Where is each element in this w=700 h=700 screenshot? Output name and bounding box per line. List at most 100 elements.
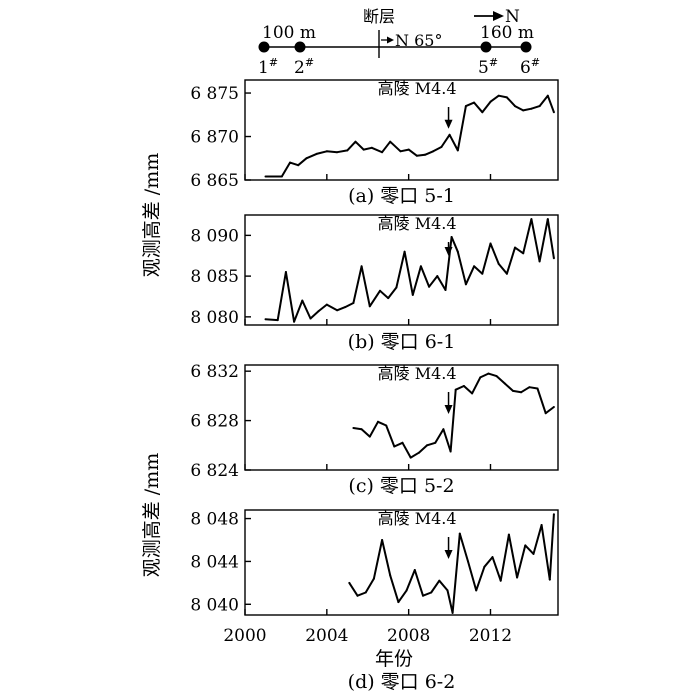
data-point <box>407 148 410 151</box>
fault-label: 断层 <box>363 7 395 26</box>
point-6-label: 6# <box>520 56 540 78</box>
data-point <box>348 581 351 584</box>
data-point <box>399 150 402 153</box>
data-point <box>512 389 514 392</box>
x-tick-label: 2000 <box>223 626 266 646</box>
data-point <box>370 146 373 149</box>
data-point <box>514 105 516 108</box>
data-point <box>444 289 447 291</box>
data-point <box>377 420 379 423</box>
data-point <box>524 544 527 547</box>
data-point <box>411 293 414 296</box>
x-axis-title: 年份 <box>375 648 413 670</box>
data-point <box>473 265 476 268</box>
data-point <box>552 406 555 408</box>
point-6-marker <box>520 41 532 53</box>
point-2-marker <box>294 41 306 53</box>
x-tick-label: 2004 <box>305 626 348 646</box>
point-1-marker <box>258 41 270 53</box>
panel-caption: (c) 零口 5-2 <box>348 475 454 497</box>
distance-left-label: 100 m <box>262 23 316 43</box>
data-point <box>438 579 441 582</box>
data-point <box>495 375 498 378</box>
y-tick-label: 8 085 <box>190 267 239 287</box>
data-point <box>430 591 433 594</box>
data-point <box>530 107 533 110</box>
data-point <box>522 109 525 112</box>
data-point <box>403 250 406 253</box>
data-point <box>505 272 508 275</box>
point-2-label: 2# <box>294 56 314 78</box>
data-point <box>451 611 454 614</box>
data-point <box>497 94 500 97</box>
data-point <box>507 533 510 536</box>
panel-b: 8 080 8 085 8 090 高陵 M4.4 (b) 零口 6-1 <box>190 214 559 353</box>
event-label: 高陵 M4.4 <box>378 79 457 98</box>
data-point <box>538 105 541 108</box>
panel-d-frame <box>244 509 559 616</box>
data-point <box>415 154 418 157</box>
data-point <box>450 236 453 238</box>
data-point <box>381 539 384 541</box>
panel-b-frame <box>244 214 559 326</box>
y-tick-label: 8 040 <box>190 595 239 615</box>
panel-c-frame <box>244 364 559 471</box>
y-tick-label: 6 875 <box>190 84 239 104</box>
data-point <box>458 532 461 535</box>
data-point <box>481 111 484 114</box>
data-point <box>497 262 500 265</box>
data-point <box>434 441 437 444</box>
point-1-label: 1# <box>258 56 278 78</box>
data-point <box>325 150 328 153</box>
series-line-d <box>348 514 555 614</box>
data-point <box>264 175 267 178</box>
event-label: 高陵 M4.4 <box>378 364 457 383</box>
data-point <box>362 148 365 151</box>
data-point <box>489 242 492 245</box>
data-point <box>536 387 539 390</box>
data-point <box>505 96 508 99</box>
series-line-b <box>265 218 555 323</box>
y-tick-label: 8 044 <box>190 552 239 572</box>
data-point <box>475 589 478 592</box>
data-point <box>336 151 339 154</box>
data-point <box>276 319 279 322</box>
y-axis-title-top: 观测高差 /mm <box>141 153 163 277</box>
data-point <box>432 150 435 153</box>
data-point <box>401 441 404 444</box>
data-point <box>449 450 452 453</box>
distance-right-label: 160 m <box>480 23 534 43</box>
data-point <box>409 456 412 459</box>
fault-strike-label: N 65° <box>395 31 442 50</box>
data-point <box>520 391 523 394</box>
data-point <box>473 101 476 104</box>
data-point <box>368 435 371 438</box>
data-point <box>405 589 408 592</box>
data-point <box>530 218 533 221</box>
data-point <box>483 565 486 568</box>
panel-caption: (a) 零口 5-1 <box>348 185 455 207</box>
data-point <box>448 133 451 136</box>
series-line-a <box>265 94 555 178</box>
event-arrowhead-icon <box>444 405 453 414</box>
data-point <box>289 161 291 164</box>
data-point <box>467 560 469 563</box>
data-point <box>352 427 355 429</box>
data-point <box>264 318 267 321</box>
data-point <box>440 146 443 148</box>
data-point <box>352 302 355 304</box>
data-point <box>284 271 287 273</box>
data-point <box>389 574 392 577</box>
x-tick-label: 2012 <box>469 626 512 646</box>
data-point <box>548 578 551 581</box>
series-line-c <box>353 372 555 459</box>
data-point <box>381 151 384 154</box>
point-5-marker <box>480 41 492 53</box>
x-tick-label: 2008 <box>387 626 430 646</box>
data-point <box>436 275 439 278</box>
data-point <box>456 250 459 253</box>
data-point <box>491 556 494 559</box>
data-point <box>305 157 308 160</box>
data-point <box>297 164 300 167</box>
